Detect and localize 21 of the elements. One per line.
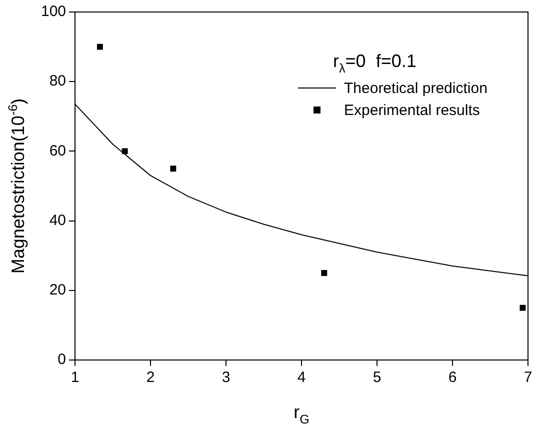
y-tick-label: 0 (58, 351, 66, 368)
y-tick-label: 100 (40, 3, 66, 20)
y-tick-label: 80 (49, 72, 66, 90)
x-tick-label: 2 (146, 369, 155, 386)
x-tick-label: 5 (372, 369, 382, 386)
y-tick-label: 20 (49, 282, 66, 299)
x-tick-label: 1 (70, 369, 80, 386)
x-tick-label: 6 (448, 369, 457, 386)
legend-label: Theoretical prediction (344, 80, 488, 97)
x-tick-label: 4 (297, 369, 306, 386)
y-tick-label: 60 (49, 142, 66, 160)
x-tick-label: 3 (222, 369, 230, 386)
point (520, 304, 526, 311)
x-tick-label: 7 (524, 369, 532, 386)
y-tick-label: 40 (49, 212, 66, 229)
point (170, 166, 176, 172)
legend-label: Experimental results (344, 102, 480, 119)
point (122, 148, 128, 154)
point (96, 44, 103, 50)
y-axis-title: Magnetostriction(10-6) (6, 98, 28, 274)
point (321, 270, 328, 276)
